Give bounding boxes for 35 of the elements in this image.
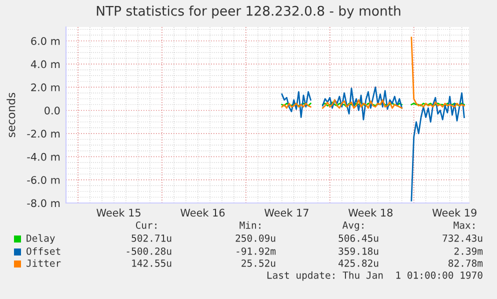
text: 732.43u <box>442 234 482 242</box>
text: 425.82u <box>338 259 378 267</box>
y-tick-label: -6.0 m <box>27 176 60 184</box>
chart-title: NTP statistics for peer 128.232.0.8 - by month <box>96 6 400 18</box>
y-axis-title: seconds <box>6 92 16 138</box>
text: Min: <box>240 221 260 229</box>
text: 2.39m <box>454 247 483 255</box>
y-tick-label: 6.0 m <box>31 37 60 45</box>
y-tick-label: -4.0 m <box>27 152 60 161</box>
y-tick-label: 4.0 m <box>30 60 60 68</box>
text: -91.92m <box>236 247 276 255</box>
legend-label: Delay <box>26 234 55 244</box>
x-tick-label: Week 15 <box>96 208 140 217</box>
x-tick-label: Week 17 <box>264 208 308 217</box>
y-tick-label: 2.0 m <box>31 83 60 92</box>
text: Avg: <box>342 222 364 231</box>
y-tick-label: -8.0 m <box>27 199 60 208</box>
text: 82.78m <box>448 259 483 267</box>
text: Last update: Thu Jan 1 01:00:00 1970 <box>267 271 482 281</box>
y-tick-label: 0.0 <box>44 106 60 114</box>
x-tick-label: Week 18 <box>348 208 392 217</box>
legend-label: Jitter <box>26 259 61 267</box>
y-tick-label: -2.0 m <box>27 130 60 138</box>
text: 502.71u <box>132 234 172 242</box>
text: 142.55u <box>132 259 172 267</box>
x-tick-label: Week 16 <box>180 208 225 217</box>
x-tick-label: Week 19 <box>432 208 476 217</box>
legend-label: Offset <box>26 247 60 255</box>
text: Cur: <box>136 221 156 229</box>
text: -500.28u <box>126 247 172 255</box>
text: 250.09u <box>236 234 276 242</box>
text: 25.52u <box>242 259 276 267</box>
text: 506.45u <box>338 234 378 242</box>
text: 359.18u <box>338 247 378 255</box>
text: Max: <box>454 222 474 229</box>
